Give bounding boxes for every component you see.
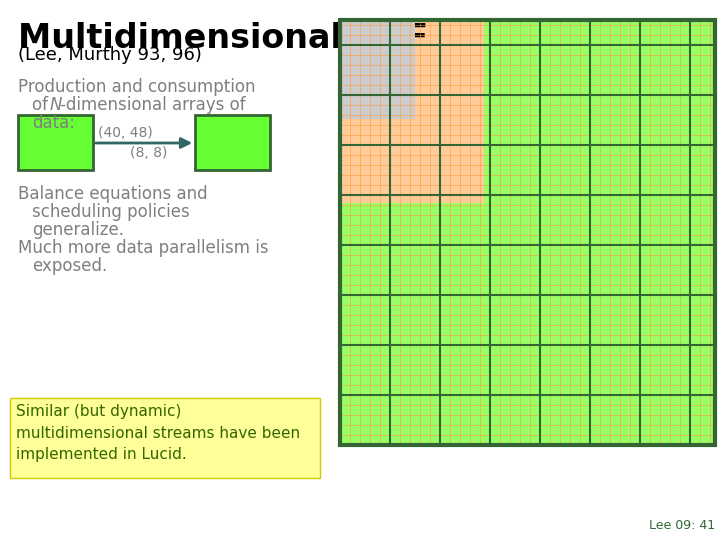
Text: scheduling policies: scheduling policies xyxy=(32,203,190,221)
Text: Balance equations and: Balance equations and xyxy=(18,185,207,203)
Text: Similar (but dynamic)
multidimensional streams have been
implemented in Lucid.: Similar (but dynamic) multidimensional s… xyxy=(16,404,300,462)
Text: (8, 8): (8, 8) xyxy=(130,146,167,160)
Text: generalize.: generalize. xyxy=(32,221,124,239)
Bar xyxy=(18,115,93,170)
Text: data:: data: xyxy=(32,114,75,132)
Bar xyxy=(340,20,715,445)
Bar xyxy=(340,20,485,202)
Text: Lee 09: 41: Lee 09: 41 xyxy=(649,519,715,532)
Bar xyxy=(10,398,320,478)
Bar xyxy=(340,20,715,445)
Text: Production and consumption: Production and consumption xyxy=(18,78,256,96)
Text: Multidimensional SDF: Multidimensional SDF xyxy=(18,22,428,55)
Text: (40, 48): (40, 48) xyxy=(98,126,153,140)
Text: -dimensional arrays of: -dimensional arrays of xyxy=(60,96,246,114)
Text: exposed.: exposed. xyxy=(32,257,107,275)
Text: of: of xyxy=(32,96,53,114)
Text: (Lee, Murthy 93, 96): (Lee, Murthy 93, 96) xyxy=(18,46,202,64)
Text: N: N xyxy=(50,96,63,114)
Text: Much more data parallelism is: Much more data parallelism is xyxy=(18,239,269,257)
Bar xyxy=(195,115,270,170)
Bar xyxy=(340,20,415,119)
